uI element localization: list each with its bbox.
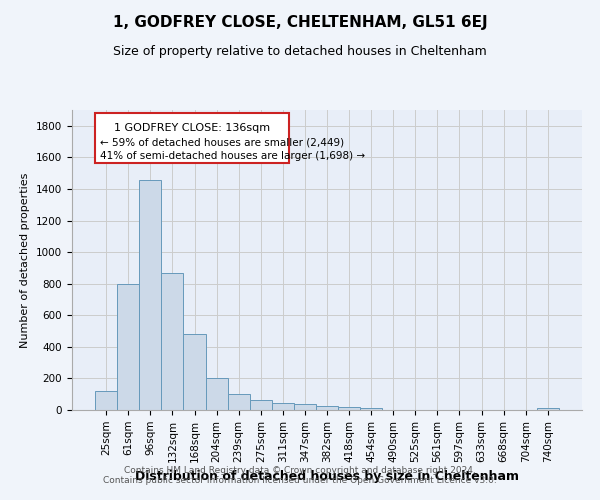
Bar — [95, 391, 117, 410]
Text: ← 59% of detached houses are smaller (2,449): ← 59% of detached houses are smaller (2,… — [100, 138, 344, 147]
Bar — [139, 180, 161, 410]
Bar — [272, 404, 294, 410]
Text: Size of property relative to detached houses in Cheltenham: Size of property relative to detached ho… — [113, 45, 487, 58]
Bar — [250, 400, 272, 410]
Bar — [360, 408, 382, 410]
Text: 41% of semi-detached houses are larger (1,698) →: 41% of semi-detached houses are larger (… — [100, 151, 365, 161]
Bar — [227, 394, 250, 410]
Bar — [537, 408, 559, 410]
Y-axis label: Number of detached properties: Number of detached properties — [20, 172, 31, 348]
Bar — [161, 274, 184, 410]
Bar — [338, 407, 360, 410]
Bar — [184, 334, 206, 410]
Text: Contains HM Land Registry data © Crown copyright and database right 2024.
Contai: Contains HM Land Registry data © Crown c… — [103, 466, 497, 485]
Bar — [206, 378, 227, 410]
Text: 1 GODFREY CLOSE: 136sqm: 1 GODFREY CLOSE: 136sqm — [114, 122, 271, 132]
Bar — [95, 113, 289, 163]
Bar — [294, 404, 316, 410]
Bar — [316, 406, 338, 410]
X-axis label: Distribution of detached houses by size in Cheltenham: Distribution of detached houses by size … — [135, 470, 519, 483]
Text: 1, GODFREY CLOSE, CHELTENHAM, GL51 6EJ: 1, GODFREY CLOSE, CHELTENHAM, GL51 6EJ — [113, 15, 487, 30]
Bar — [117, 284, 139, 410]
